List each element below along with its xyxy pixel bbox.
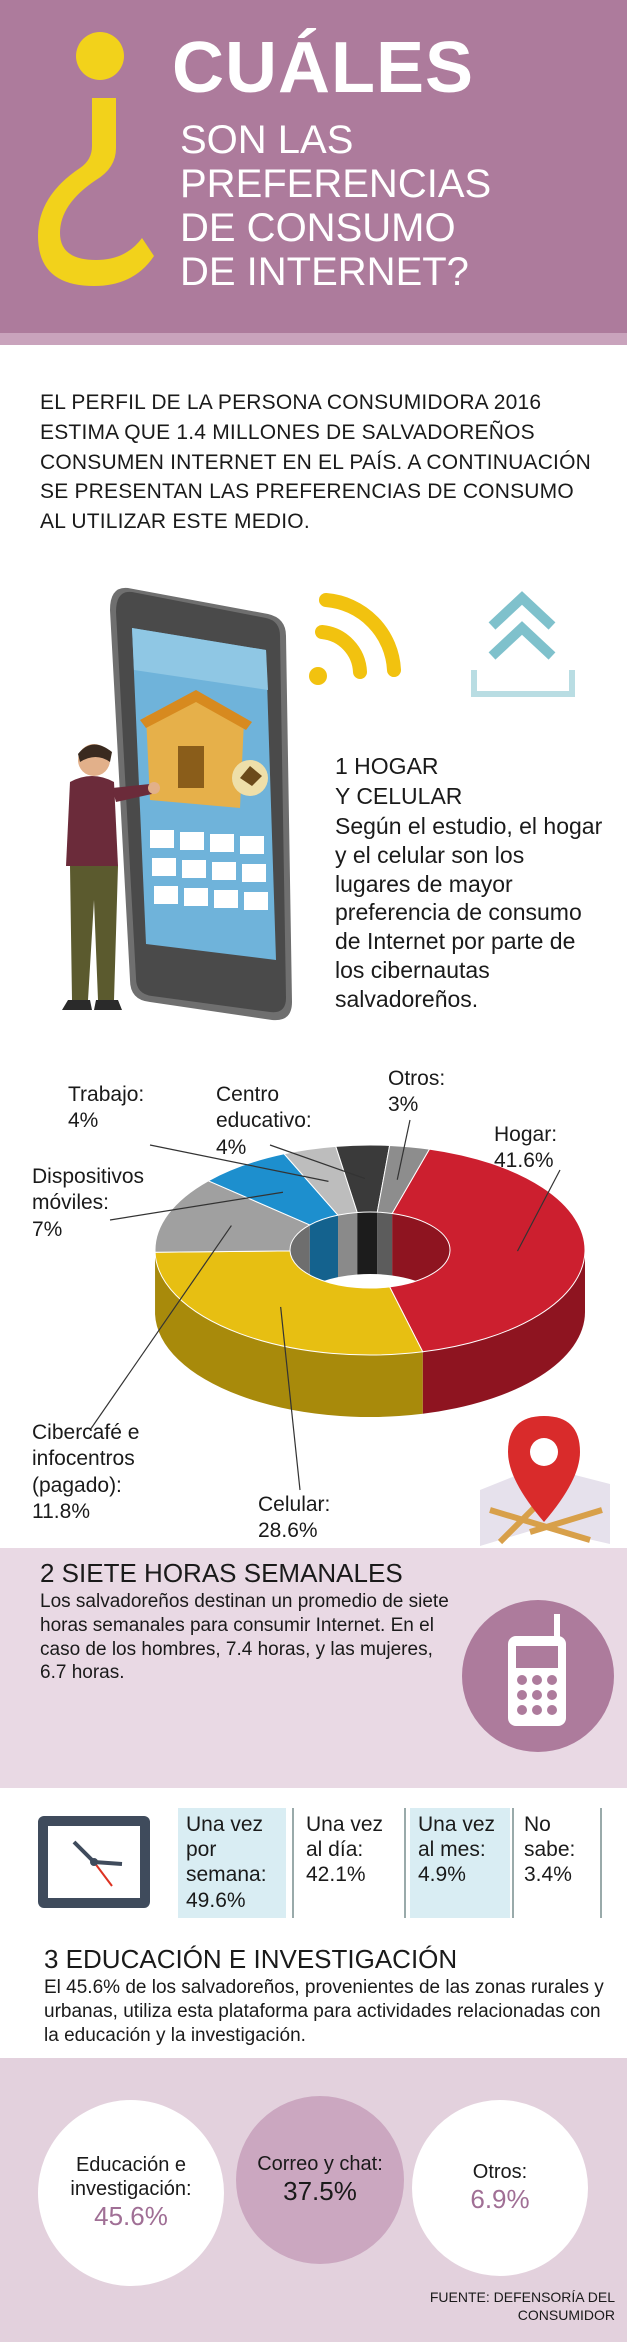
donut-slice [154, 1250, 424, 1356]
slice-name: Dispositivos móviles: [32, 1165, 145, 1215]
divider [404, 1808, 406, 1918]
wifi-icon [309, 593, 401, 685]
use-circle: Educación e investigación: 45.6% [38, 2100, 224, 2286]
section1-title-line: 1 HOGAR [335, 753, 439, 779]
subtitle-line: SON LAS [180, 118, 354, 162]
page-title: CUÁLES [172, 28, 475, 108]
subtitle-line: PREFERENCIAS [180, 162, 492, 206]
divider [292, 1808, 294, 1918]
donut-svg [89, 1119, 586, 1491]
slice-value: 28.6% [258, 1519, 318, 1543]
subtitle-line: DE INTERNET? [180, 250, 469, 294]
use-circle: Otros: 6.9% [412, 2100, 588, 2276]
donut-slice [388, 1148, 586, 1353]
header-strip [0, 333, 627, 345]
section1-text: Según el estudio, el hogar y el celular … [335, 813, 603, 1012]
slice-name: Centro educativo: [216, 1083, 312, 1133]
map-pin-icon [480, 1416, 610, 1546]
slice-value: 3% [388, 1093, 419, 1117]
frequency-label: Una vez al día: [306, 1813, 384, 1862]
frequency-cell: No sabe: 3.4% [516, 1808, 600, 1918]
frequency-label: No sabe: [524, 1813, 576, 1862]
divider [512, 1808, 514, 1918]
frequency-cell: Una vez al día: 42.1% [298, 1808, 398, 1918]
clock-icon [38, 1816, 150, 1908]
leader-line [89, 1225, 232, 1431]
page-subtitle: SON LAS PREFERENCIAS DE CONSUMO DE INTER… [180, 118, 600, 294]
frequency-row: Una vez por semana: 49.6% Una vez al día:… [0, 1798, 627, 1928]
intro-text: EL PERFIL DE LA PERSONA CONSUMIDORA 2016… [40, 391, 591, 534]
section2-panel [0, 1548, 627, 1788]
slice-label: Otros: 3% [388, 1066, 445, 1119]
section3-text: El 45.6% de los salvadoreños, provenient… [44, 1977, 604, 2046]
frequency-cell: Una vez al mes: 4.9% [410, 1808, 510, 1918]
slice-name: Trabajo: [68, 1083, 145, 1106]
inverted-question-mark-icon [38, 32, 154, 286]
donut-outer-wall [422, 1250, 585, 1414]
slice-name: Hogar: [494, 1123, 558, 1146]
slice-label: Cibercafé e infocentros (pagado): 11.8% [32, 1420, 202, 1525]
header-banner: CUÁLES SON LAS PREFERENCIAS DE CONSUMO D… [0, 0, 627, 345]
slice-name: Celular: [258, 1493, 331, 1516]
donut-inner-wall [377, 1212, 393, 1276]
use-value: 6.9% [470, 2184, 530, 2215]
section1-title: 1 HOGAR Y CELULAR [335, 752, 462, 812]
leader-line [280, 1306, 301, 1491]
leader-line [396, 1119, 411, 1180]
slice-label: Hogar: 41.6% [494, 1122, 557, 1175]
frequency-value: 42.1% [306, 1863, 366, 1887]
slice-value: 41.6% [494, 1149, 554, 1173]
leader-line [109, 1191, 284, 1221]
use-value: 45.6% [94, 2201, 168, 2232]
slice-value: 4% [216, 1135, 247, 1159]
frequency-value: 49.6% [186, 1888, 246, 1912]
upload-icon [471, 591, 575, 697]
use-circle: Correo y chat: 37.5% [236, 2096, 404, 2264]
slice-value: 4% [68, 1109, 99, 1133]
phone-illustration [62, 587, 575, 1021]
slice-name: Cibercafé e infocentros (pagado): [32, 1421, 140, 1497]
slice-label: Trabajo: 4% [68, 1082, 144, 1135]
donut-inner-wall [309, 1215, 339, 1287]
source-note: FUENTE: DEFENSORÍA DEL CONSUMIDOR [429, 2289, 615, 2324]
section2-text: Los salvadoreños destinan un promedio de… [40, 1591, 449, 1684]
slice-label: Centro educativo: 4% [216, 1082, 346, 1161]
donut-slice [154, 1180, 311, 1253]
phone-keypad-icon [462, 1600, 614, 1752]
leader-line [269, 1144, 366, 1180]
frequency-cell: Una vez por semana: 49.6% [178, 1808, 286, 1918]
person-illustration [62, 744, 160, 1010]
subtitle-line: DE CONSUMO [180, 206, 456, 250]
slice-label: Dispositivos móviles: 7% [32, 1164, 172, 1243]
frequency-value: 4.9% [418, 1863, 466, 1887]
slice-name: Otros: [388, 1067, 446, 1090]
divider [600, 1808, 602, 1918]
slice-label: Celular: 28.6% [258, 1492, 330, 1545]
slice-value: 7% [32, 1217, 63, 1241]
slice-value: 11.8% [32, 1499, 90, 1523]
donut-slice [376, 1144, 431, 1215]
donut-chart: Hogar: 41.6% Celular: 28.6% Cibercafé e in… [0, 1050, 627, 1550]
section1-title-line: Y CELULAR [335, 782, 463, 809]
section3-title: 3 EDUCACIÓN E INVESTIGACIÓN [44, 1944, 458, 1974]
donut-outer-wall [155, 1252, 423, 1417]
use-label: Otros: [472, 2161, 528, 2184]
section3-header [0, 1930, 627, 2058]
donut-inner-wall [338, 1212, 358, 1278]
leader-line [516, 1169, 561, 1252]
smartphone-icon [110, 587, 292, 1021]
leader-line [149, 1144, 329, 1182]
use-label: Educación e investigación: [70, 2154, 192, 2201]
frequency-label: Una vez por semana: [186, 1813, 267, 1887]
donut-inner-wall [357, 1212, 378, 1275]
use-label: Correo y chat: [257, 2153, 383, 2176]
frequency-label: Una vez al mes: [418, 1813, 496, 1862]
frequency-value: 3.4% [524, 1863, 572, 1887]
section2-title: 2 SIETE HORAS SEMANALES [40, 1558, 403, 1588]
use-value: 37.5% [283, 2176, 357, 2207]
